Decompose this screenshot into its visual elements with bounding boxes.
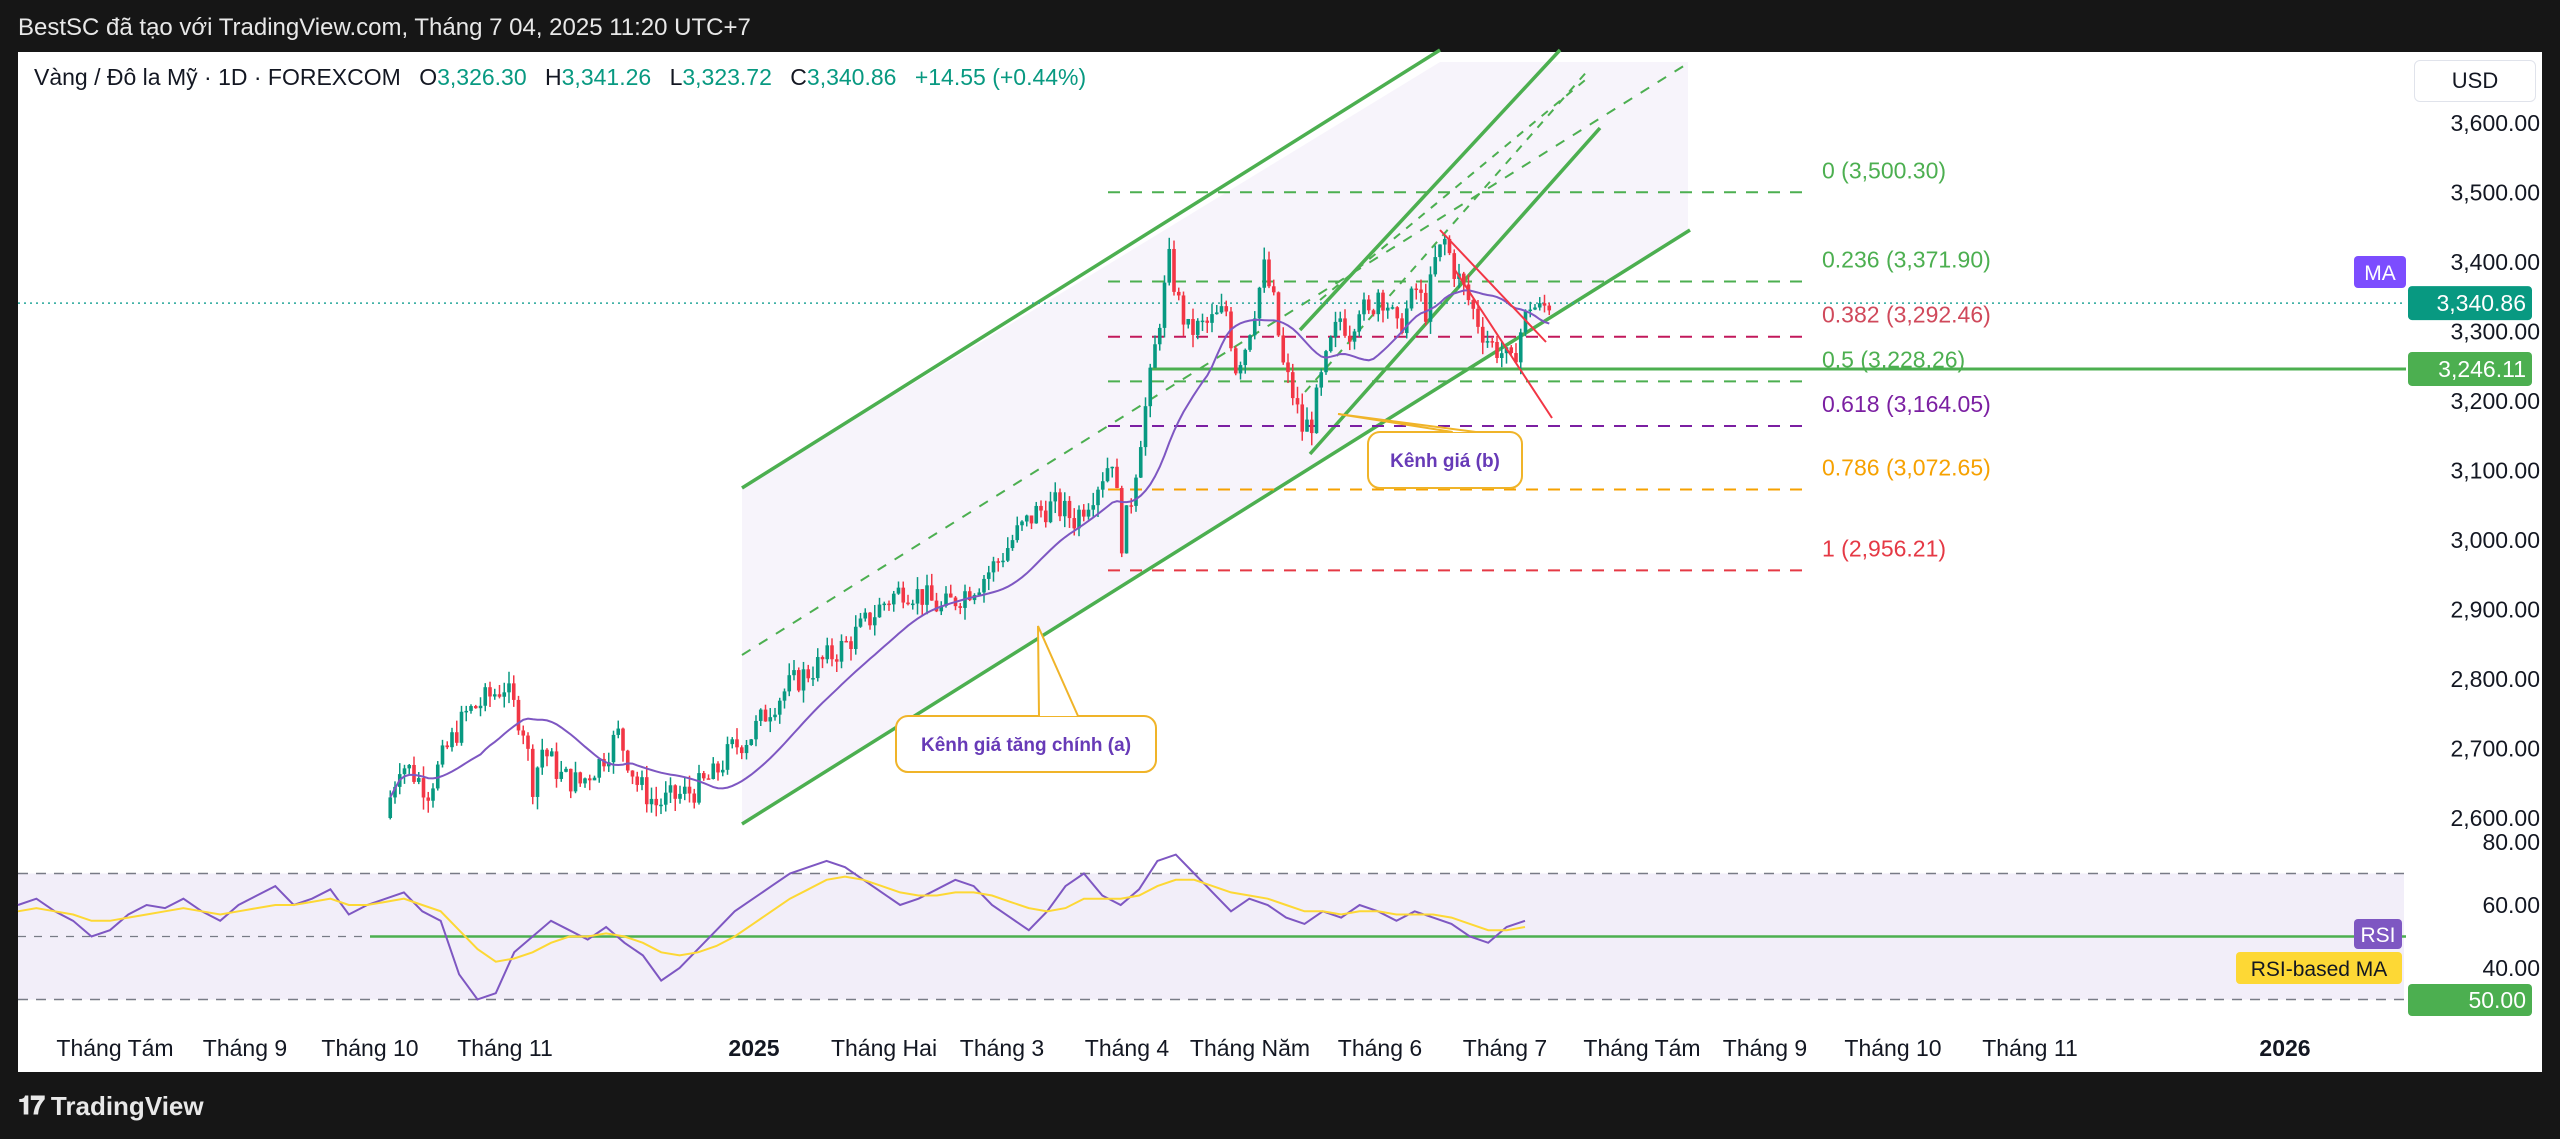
chart-panel[interactable] xyxy=(18,52,2542,1072)
symbol-legend: Vàng / Đô la Mỹ · 1D · FOREXCOM O3,326.3… xyxy=(34,64,1086,91)
legend-open-value: 3,326.30 xyxy=(437,64,527,90)
legend-symbol: Vàng / Đô la Mỹ · 1D · FOREXCOM xyxy=(34,64,401,90)
legend-open-label: O xyxy=(419,64,438,90)
legend-low-label: L xyxy=(669,64,683,90)
brand[interactable]: 𝟏𝟕 TradingView xyxy=(18,1090,204,1122)
tradingview-logo-icon: 𝟏𝟕 xyxy=(18,1090,45,1120)
brand-label: TradingView xyxy=(50,1090,204,1121)
legend-low-value: 3,323.72 xyxy=(682,64,772,90)
bottom-bar: 𝟏𝟕 TradingView xyxy=(0,1072,2560,1139)
currency-selector[interactable]: USD xyxy=(2414,60,2536,102)
header-title: BestSC đã tạo với TradingView.com, Tháng… xyxy=(18,14,751,41)
legend-high-label: H xyxy=(545,64,562,90)
legend-close-label: C xyxy=(790,64,807,90)
legend-close-value: 3,340.86 xyxy=(806,64,897,90)
legend-high-value: 3,341.26 xyxy=(561,64,652,90)
legend-change: +14.55 (+0.44%) xyxy=(914,64,1087,90)
top-bar: BestSC đã tạo với TradingView.com, Tháng… xyxy=(0,0,2560,52)
